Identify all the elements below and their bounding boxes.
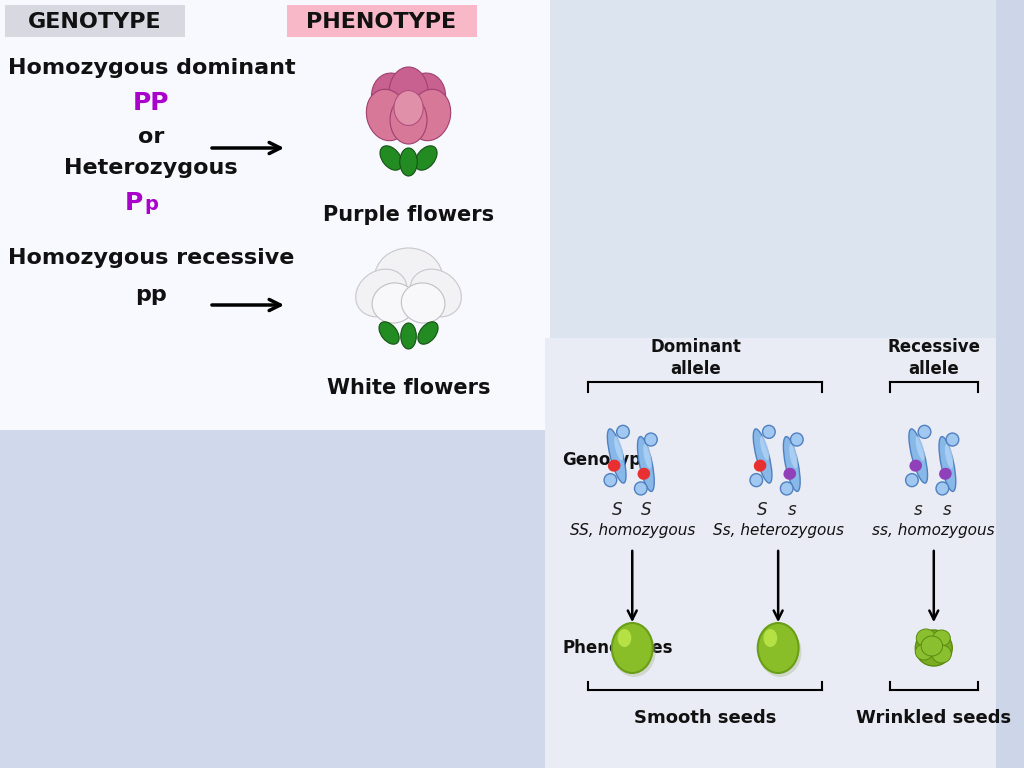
Ellipse shape	[919, 425, 931, 439]
Ellipse shape	[418, 322, 438, 344]
FancyBboxPatch shape	[550, 0, 996, 338]
Ellipse shape	[916, 629, 936, 647]
Text: Dominant
allele: Dominant allele	[650, 338, 741, 378]
Ellipse shape	[644, 433, 657, 446]
FancyBboxPatch shape	[287, 5, 476, 37]
Ellipse shape	[915, 436, 925, 460]
Ellipse shape	[614, 436, 624, 460]
Text: p: p	[144, 196, 158, 214]
Ellipse shape	[617, 629, 631, 647]
Ellipse shape	[790, 444, 798, 468]
Ellipse shape	[945, 444, 953, 468]
Text: s: s	[787, 501, 796, 519]
Ellipse shape	[939, 436, 955, 492]
Ellipse shape	[616, 425, 630, 439]
Text: Ss, heterozygous: Ss, heterozygous	[713, 522, 844, 538]
Ellipse shape	[758, 623, 799, 673]
Ellipse shape	[946, 433, 958, 446]
Ellipse shape	[915, 644, 933, 660]
Text: PP: PP	[132, 91, 169, 115]
Ellipse shape	[933, 630, 950, 646]
Ellipse shape	[764, 629, 777, 647]
Text: Recessive
allele: Recessive allele	[887, 338, 980, 378]
Text: Purple flowers: Purple flowers	[323, 205, 495, 225]
Ellipse shape	[754, 429, 772, 483]
Ellipse shape	[750, 474, 763, 487]
FancyBboxPatch shape	[5, 5, 184, 37]
FancyBboxPatch shape	[0, 430, 545, 768]
Ellipse shape	[754, 459, 766, 472]
Ellipse shape	[780, 482, 793, 495]
Ellipse shape	[915, 630, 952, 666]
FancyBboxPatch shape	[545, 338, 996, 768]
Ellipse shape	[355, 269, 407, 317]
FancyBboxPatch shape	[0, 0, 550, 430]
Ellipse shape	[760, 436, 769, 460]
Ellipse shape	[608, 459, 621, 472]
Ellipse shape	[389, 67, 428, 117]
Text: Heterozygous: Heterozygous	[63, 158, 238, 178]
Text: S: S	[641, 501, 651, 519]
Text: P: P	[125, 191, 142, 215]
Ellipse shape	[415, 146, 437, 170]
Ellipse shape	[909, 429, 928, 483]
Text: Phenotypes: Phenotypes	[562, 639, 673, 657]
Text: Wrinkled seeds: Wrinkled seeds	[856, 709, 1012, 727]
Ellipse shape	[604, 474, 616, 487]
Ellipse shape	[380, 146, 402, 170]
Text: White flowers: White flowers	[327, 378, 490, 398]
Ellipse shape	[400, 323, 417, 349]
Ellipse shape	[783, 468, 796, 480]
Ellipse shape	[638, 436, 654, 492]
Ellipse shape	[909, 459, 922, 472]
Ellipse shape	[394, 91, 423, 125]
Text: pp: pp	[135, 285, 167, 305]
Ellipse shape	[635, 482, 647, 495]
Ellipse shape	[759, 627, 802, 677]
Ellipse shape	[939, 468, 951, 480]
Ellipse shape	[922, 636, 942, 656]
Ellipse shape	[783, 436, 800, 492]
Ellipse shape	[932, 645, 951, 663]
Ellipse shape	[638, 468, 650, 480]
Ellipse shape	[399, 148, 418, 176]
Text: GENOTYPE: GENOTYPE	[28, 12, 161, 32]
Ellipse shape	[643, 444, 651, 468]
Text: S: S	[611, 501, 622, 519]
Ellipse shape	[375, 248, 442, 308]
Ellipse shape	[936, 482, 948, 495]
Ellipse shape	[400, 73, 445, 127]
Ellipse shape	[367, 89, 408, 141]
Text: SS, homozygous: SS, homozygous	[569, 522, 695, 538]
Text: s: s	[913, 501, 923, 519]
Text: Homozygous dominant: Homozygous dominant	[8, 58, 295, 78]
Text: Genotype: Genotype	[562, 451, 652, 469]
Ellipse shape	[410, 89, 451, 141]
Ellipse shape	[905, 474, 919, 487]
Text: ss, homozygous: ss, homozygous	[872, 522, 995, 538]
Ellipse shape	[607, 429, 626, 483]
Ellipse shape	[372, 283, 416, 323]
Text: or: or	[137, 127, 164, 147]
Ellipse shape	[611, 623, 652, 673]
Text: S: S	[758, 501, 768, 519]
Ellipse shape	[791, 433, 803, 446]
Ellipse shape	[763, 425, 775, 439]
Text: s: s	[943, 501, 951, 519]
Ellipse shape	[411, 269, 462, 317]
Text: Smooth seeds: Smooth seeds	[634, 709, 776, 727]
Text: PHENOTYPE: PHENOTYPE	[306, 12, 457, 32]
Ellipse shape	[379, 322, 399, 344]
Ellipse shape	[401, 283, 445, 323]
Text: Homozygous recessive: Homozygous recessive	[8, 248, 294, 268]
Ellipse shape	[612, 627, 655, 677]
Ellipse shape	[390, 96, 427, 144]
Ellipse shape	[372, 73, 417, 127]
